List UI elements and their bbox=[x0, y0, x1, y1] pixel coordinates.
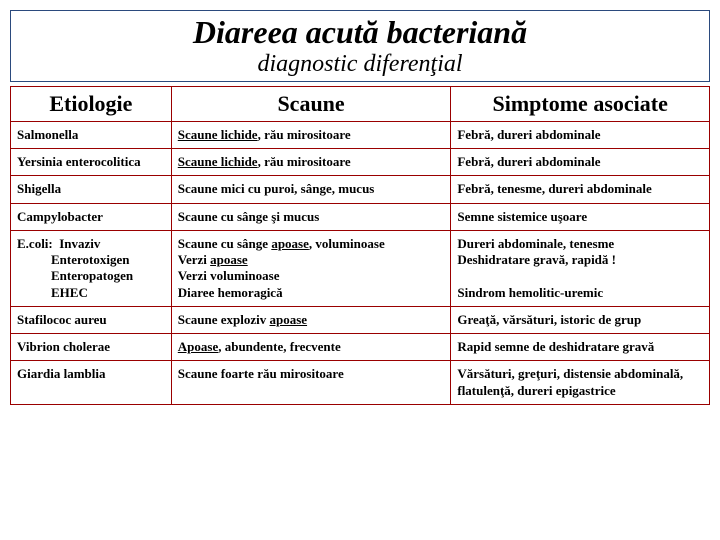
cell-etiologie: Vibrion cholerae bbox=[11, 334, 172, 361]
table-row: Stafilococ aureuScaune exploziv apoaseGr… bbox=[11, 306, 710, 333]
table-row: E.coli: InvazivEnterotoxigenEnteropatoge… bbox=[11, 230, 710, 306]
cell-scaune: Scaune foarte rău mirositoare bbox=[171, 361, 451, 405]
cell-etiologie: Campylobacter bbox=[11, 203, 172, 230]
diagnosis-table: Etiologie Scaune Simptome asociate Salmo… bbox=[10, 86, 710, 405]
table-row: Giardia lambliaScaune foarte rău mirosit… bbox=[11, 361, 710, 405]
cell-simptome: Febră, tenesme, dureri abdominale bbox=[451, 176, 710, 203]
cell-scaune: Scaune lichide, rău mirositoare bbox=[171, 149, 451, 176]
cell-etiologie: Yersinia enterocolitica bbox=[11, 149, 172, 176]
cell-scaune: Scaune cu sânge apoase, voluminoaseVerzi… bbox=[171, 230, 451, 306]
table-row: SalmonellaScaune lichide, rău mirositoar… bbox=[11, 121, 710, 148]
cell-simptome: Vărsături, greţuri, distensie abdominală… bbox=[451, 361, 710, 405]
cell-etiologie: Shigella bbox=[11, 176, 172, 203]
header-etiologie: Etiologie bbox=[11, 86, 172, 121]
cell-simptome: Semne sistemice uşoare bbox=[451, 203, 710, 230]
table-header-row: Etiologie Scaune Simptome asociate bbox=[11, 86, 710, 121]
cell-etiologie: Stafilococ aureu bbox=[11, 306, 172, 333]
cell-simptome: Febră, dureri abdominale bbox=[451, 149, 710, 176]
header-scaune: Scaune bbox=[171, 86, 451, 121]
cell-simptome: Greaţă, vărsături, istoric de grup bbox=[451, 306, 710, 333]
cell-etiologie: Giardia lamblia bbox=[11, 361, 172, 405]
header-simptome: Simptome asociate bbox=[451, 86, 710, 121]
cell-simptome: Dureri abdominale, tenesmeDeshidratare g… bbox=[451, 230, 710, 306]
table-row: CampylobacterScaune cu sânge şi mucusSem… bbox=[11, 203, 710, 230]
cell-scaune: Scaune exploziv apoase bbox=[171, 306, 451, 333]
cell-scaune: Scaune cu sânge şi mucus bbox=[171, 203, 451, 230]
cell-scaune: Apoase, abundente, frecvente bbox=[171, 334, 451, 361]
table-row: ShigellaScaune mici cu puroi, sânge, muc… bbox=[11, 176, 710, 203]
main-title: Diareea acută bacteriană bbox=[11, 15, 709, 50]
cell-scaune: Scaune mici cu puroi, sânge, mucus bbox=[171, 176, 451, 203]
cell-scaune: Scaune lichide, rău mirositoare bbox=[171, 121, 451, 148]
table-row: Yersinia enterocoliticaScaune lichide, r… bbox=[11, 149, 710, 176]
cell-simptome: Febră, dureri abdominale bbox=[451, 121, 710, 148]
table-row: Vibrion choleraeApoase, abundente, frecv… bbox=[11, 334, 710, 361]
cell-etiologie: Salmonella bbox=[11, 121, 172, 148]
cell-etiologie: E.coli: InvazivEnterotoxigenEnteropatoge… bbox=[11, 230, 172, 306]
cell-simptome: Rapid semne de deshidratare gravă bbox=[451, 334, 710, 361]
title-box: Diareea acută bacteriană diagnostic dife… bbox=[10, 10, 710, 82]
subtitle: diagnostic diferenţial bbox=[11, 50, 709, 79]
